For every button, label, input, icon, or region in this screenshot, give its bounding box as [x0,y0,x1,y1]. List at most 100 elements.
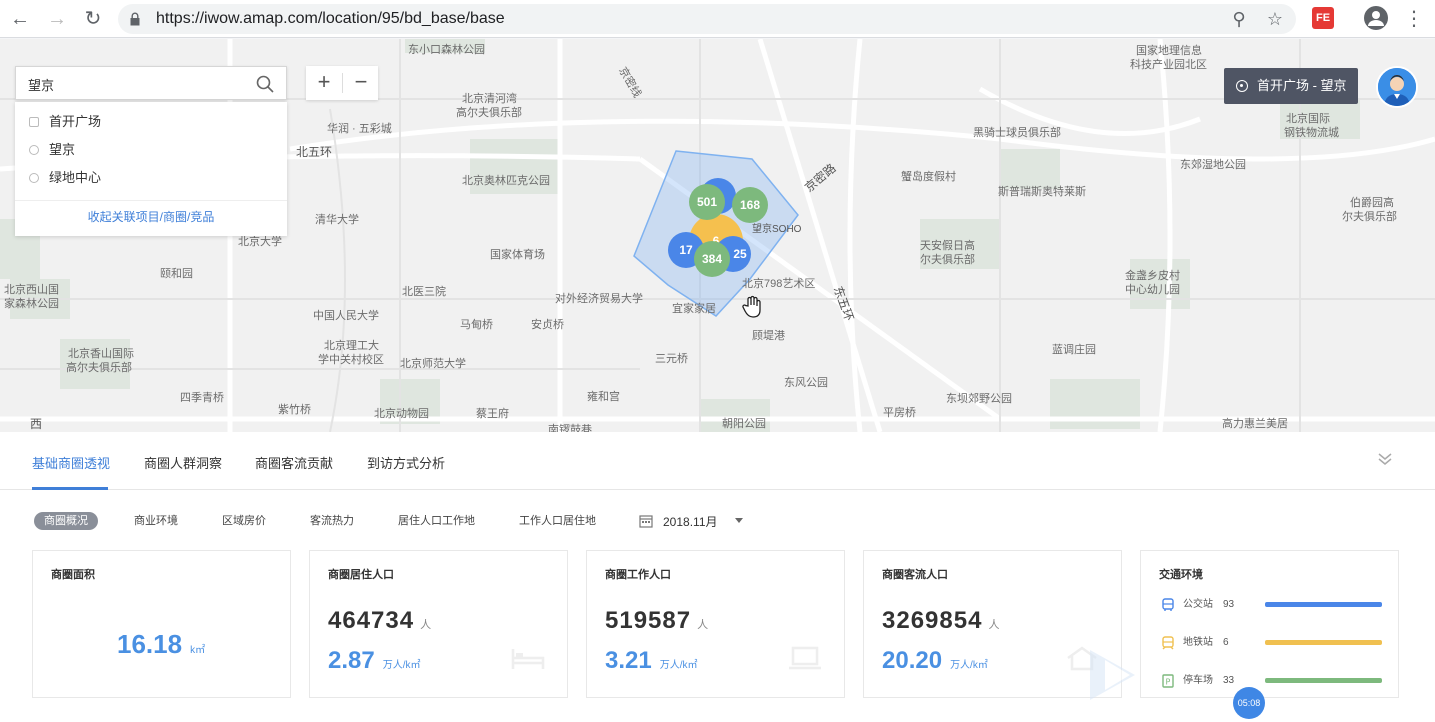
map-label: 国家地理信息 [1136,45,1202,57]
map-label: 北京香山国际 [68,348,134,360]
card-area: 商圈面积 16.18 k㎡ [32,550,291,698]
tab-traffic-contribution[interactable]: 商圈客流贡献 [255,456,334,471]
visitor-density: 20.20 万人/k㎡ [882,647,988,674]
map-label: 东小口森林公园 [408,44,485,56]
zoom-in-button[interactable]: + [317,69,331,94]
bookmark-star-icon[interactable]: ☆ [1266,9,1284,29]
suggestion-label: 望京 [49,142,76,157]
suggestion-item[interactable]: 首开广场 [29,112,101,132]
search-input[interactable] [28,74,248,94]
worker-count: 519587 人 [605,607,710,634]
traffic-bar [1265,640,1382,645]
traffic-row-parking: P 停车场 33 [1161,673,1391,689]
card-title: 商圈客流人口 [882,569,948,581]
traffic-bar [1265,602,1382,607]
map-label: 东风公园 [784,377,828,389]
filter-chip-business-env[interactable]: 商业环境 [134,515,178,527]
map-label: 北京798艺术区 [742,278,816,290]
map-cluster-marker[interactable]: 168 [732,187,768,223]
map-label: 蟹岛度假村 [901,171,956,183]
back-arrow-icon[interactable]: ← [10,8,30,30]
browser-toolbar: ← → ↻ https://iwow.amap.com/location/95/… [0,0,1435,38]
tab-crowd-insight[interactable]: 商圈人群洞察 [144,456,223,471]
building-icon [29,117,39,127]
map-label: 北京理工大 [324,340,379,352]
filter-chip-worker-residence[interactable]: 工作人口居住地 [519,515,596,527]
traffic-row-bus: 公交站 93 [1161,597,1391,613]
map-label: 颐和园 [160,268,193,280]
map-label: 三元桥 [655,353,688,365]
map-label: 科技产业园北区 [1130,59,1207,71]
map-label: 马甸桥 [460,319,493,331]
map-label: 北京大学 [238,236,282,248]
map-label: 南锣鼓巷 [548,424,592,432]
map-label: 高尔夫俱乐部 [66,362,132,374]
map-label: 尔夫俱乐部 [1342,211,1397,223]
subway-icon [1162,636,1174,650]
menu-kebab-icon[interactable]: ⋮ [1404,8,1424,30]
map-cluster-marker[interactable]: 501 [689,184,725,220]
map-label: 北京师范大学 [400,358,466,370]
profile-icon[interactable] [1364,6,1388,30]
map-label: 尔夫俱乐部 [920,254,975,266]
map-label: 家森林公园 [4,298,59,310]
card-residents: 商圈居住人口 464734 人 2.87 万人/k㎡ [309,550,568,698]
map-label: 华润 · 五彩城 [327,123,392,135]
card-visitors: 商圈客流人口 3269854 人 20.20 万人/k㎡ [863,550,1122,698]
map-canvas[interactable]: 东小口森林公园 国家地理信息 科技产业园北区 北京清河湾 高尔夫俱乐部 华润 ·… [0,39,1435,432]
card-title: 商圈工作人口 [605,569,671,581]
active-tab-indicator [32,487,108,490]
laptop-icon [789,646,821,670]
resident-count: 464734 人 [328,607,433,634]
map-label: 北京西山国 [4,284,59,296]
map-label: 伯爵园高 [1350,197,1394,209]
analysis-panel: 商圈概况 商业环境 区域房价 客流热力 居住人口工作地 工作人口居住地 2018… [0,490,1435,722]
collapse-related-link[interactable]: 收起关联项目/商圈/竞品 [87,210,215,224]
extension-icon[interactable]: FE [1312,7,1334,29]
suggestion-item[interactable]: 望京 [29,140,75,160]
map-label: 顾堤港 [752,330,785,342]
date-select[interactable]: 2018.11月 [663,515,718,529]
map-label: 雍和宫 [587,391,620,403]
suggestion-item[interactable]: 绿地中心 [29,168,101,188]
filter-chip-resident-workplace[interactable]: 居住人口工作地 [398,515,475,527]
map-label: 蔡王府 [476,408,509,420]
double-chevron-down-icon[interactable] [1376,450,1394,468]
tab-visit-mode[interactable]: 到访方式分析 [367,456,446,471]
filter-chip-overview[interactable]: 商圈概况 [34,512,98,530]
card-title: 商圈面积 [51,569,95,581]
map-label: 黑骑士球员俱乐部 [973,127,1061,139]
card-title: 交通环境 [1159,569,1203,581]
map-label: 北京动物园 [374,408,429,420]
worker-density: 3.21 万人/k㎡ [605,647,698,674]
map-label: 对外经济贸易大学 [555,293,643,305]
map-label: 天安假日高 [920,240,975,252]
map-label: 国家体育场 [490,249,545,261]
map-cluster-marker[interactable]: 384 [694,241,730,277]
map-label: 望京SOHO [752,224,802,235]
map-label: 中国人民大学 [313,310,379,322]
chevron-down-icon[interactable] [735,518,743,523]
zoom-magnifier-icon[interactable]: ⚲ [1232,9,1246,29]
filter-chip-heat[interactable]: 客流热力 [310,515,354,527]
current-location-button[interactable]: 首开广场 - 望京 [1224,68,1358,104]
zoom-out-button[interactable]: − [354,69,368,94]
video-watermark-logo [1090,650,1135,700]
filter-chip-house-price[interactable]: 区域房价 [222,515,266,527]
map-label: 蓝调庄园 [1052,344,1096,356]
lock-icon [130,12,140,26]
search-icon[interactable] [256,75,274,93]
reload-icon[interactable]: ↻ [84,8,102,30]
suggestion-label: 首开广场 [49,114,102,129]
forward-arrow-icon[interactable]: → [47,8,67,30]
map-label: 北京奥林匹克公园 [462,175,550,187]
calendar-icon[interactable] [639,514,653,528]
card-traffic: 交通环境 公交站 93 地铁站 6 P [1140,550,1399,698]
divider [342,73,343,93]
map-label: 四季青桥 [180,392,224,404]
analysis-tabs: 基础商圈透视 商圈人群洞察 商圈客流贡献 到访方式分析 [0,432,1435,490]
tab-basic-circle[interactable]: 基础商圈透视 [32,456,111,471]
address-bar[interactable]: https://iwow.amap.com/location/95/bd_bas… [118,4,1296,34]
map-label: 清华大学 [315,214,359,226]
avatar[interactable] [1376,66,1418,108]
